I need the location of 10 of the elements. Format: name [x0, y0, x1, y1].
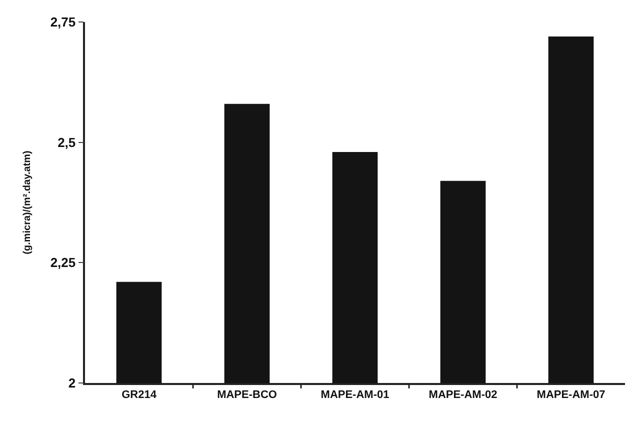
x-tick-label: MAPE-AM-07 — [536, 388, 606, 401]
x-tick-label: MAPE-AM-02 — [428, 388, 498, 401]
y-tick-label: 2,5 — [58, 134, 76, 150]
x-tick-label: MAPE-AM-01 — [320, 388, 390, 401]
x-tick-label: MAPE-BCO — [217, 388, 278, 401]
y-tick-label: 2 — [68, 376, 76, 391]
x-tick-label: GR214 — [122, 388, 158, 401]
y-tick-label: 2,75 — [50, 14, 76, 30]
y-tick-label: 2,25 — [50, 255, 76, 270]
y-axis-title: (g.micra)/(m².day.atm) — [22, 150, 33, 254]
